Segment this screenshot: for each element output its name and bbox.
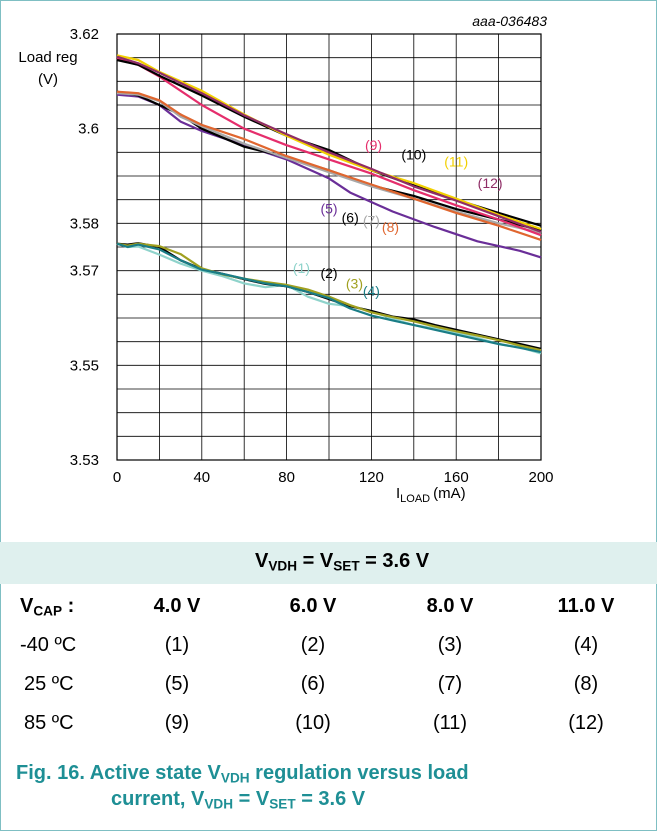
y-axis-label: Load reg [18,49,77,66]
series-line-8 [116,90,542,241]
y-tick-label: 3.53 [70,452,99,469]
series-line-1 [116,242,542,355]
figure-id: aaa-036483 [472,13,547,29]
table-title-set-sub: SET [333,558,360,574]
table-cell: (4) [573,634,599,656]
table-cell: (9) [164,712,190,734]
table-title-eq: = V [297,550,334,572]
series-annotation: (7) [363,213,380,229]
row-label-25: 25 ºC [24,673,74,695]
series-annotation: (1) [293,260,310,276]
series-line-12 [116,55,542,233]
x-axis-label-main: I [396,485,400,502]
vcap-colon: : [62,595,75,617]
caption-end: = 3.6 V [295,788,366,810]
col-head-4v: 4.0 V [153,595,201,617]
y-tick-label: 3.55 [70,357,99,374]
table-title-v: V [255,550,269,572]
caption-mid: regulation versus load [249,762,469,784]
series-annotation: (8) [382,219,399,235]
table-title: VVDH = VSET = 3.6 V [255,550,429,573]
col-head-8v: 8.0 V [426,595,474,617]
series-annotation: (9) [365,137,382,153]
annotations: (1) (2) (3) (4) (5) (6) (7) (8) (9) (10) (11) (12) [293,137,503,299]
plot-frame [116,33,542,461]
axes: 0 40 80 120 160 200 3.53 3.55 3.57 3.58 3.6 3.62 [70,26,554,486]
x-tick-label: 200 [528,469,553,486]
table-cell: (6) [300,673,326,695]
caption-sub-vdh-2: VDH [204,796,234,812]
caption-line2-start: current, V [111,788,205,810]
caption-line-1: Fig. 16. Active state VVDH regulation ve… [16,760,616,786]
x-axis-label-sub: LOAD [400,493,430,505]
table-cell: (1) [164,634,190,656]
row-label-85: 85 ºC [24,712,74,734]
table-cell: (8) [573,673,599,695]
caption-sub-set: SET [269,796,296,812]
caption-line-2: current, VVDH = VSET = 3.6 V [16,786,616,812]
series-annotation: (6) [342,209,359,225]
y-tick-label: 3.6 [78,121,99,138]
x-tick-label: 40 [193,469,210,486]
caption-prefix: Fig. 16. Active state V [16,762,221,784]
y-tick-label: 3.58 [70,215,99,232]
x-tick-label: 160 [444,469,469,486]
series-annotation: (10) [401,146,426,162]
x-tick-label: 80 [278,469,295,486]
grid [116,33,542,461]
figure-caption: Fig. 16. Active state VVDH regulation ve… [16,760,616,812]
table-cell: (2) [300,634,326,656]
series-group [116,54,542,355]
table-cell: (3) [437,634,463,656]
caption-sub-vdh: VDH [220,770,250,786]
y-tick-label: 3.62 [70,26,99,43]
col-head-6v: 6.0 V [289,595,337,617]
series-line-3 [116,242,542,352]
series-line-11 [116,54,542,231]
y-axis-unit: (V) [38,71,58,88]
table-cell: (11) [432,712,468,734]
table-cell: (5) [164,673,190,695]
row-label-m40: -40 ºC [20,634,77,656]
x-tick-label: 0 [113,469,121,486]
vcap-sub: CAP [33,603,63,619]
col-head-11v: 11.0 V [557,595,615,617]
x-tick-label: 120 [359,469,384,486]
table-header-band [0,542,657,584]
series-annotation: (5) [320,200,337,216]
y-tick-label: 3.57 [70,263,99,280]
table-title-value: = 3.6 V [359,550,430,572]
table-cell: (7) [437,673,463,695]
series-annotation: (12) [478,175,503,191]
series-line-4 [116,242,542,354]
series-annotation: (4) [363,283,380,299]
table-cell: (10) [295,712,331,734]
x-axis-label: ILOAD (mA) [396,485,466,505]
chart: 0 40 80 120 160 200 3.53 3.55 3.57 3.58 3.6 3.62 (1… [18,13,554,505]
series-annotation: (11) [444,154,468,170]
series-annotation: (2) [320,265,337,281]
table-title-vdh-sub: VDH [268,558,298,574]
table-cell: (12) [568,712,604,734]
vcap-label: VCAP : [20,595,74,618]
x-axis-label-unit: (mA) [433,485,466,502]
series-annotation: (3) [346,276,363,292]
caption-mid-2: = V [233,788,270,810]
vcap-v: V [20,595,34,617]
